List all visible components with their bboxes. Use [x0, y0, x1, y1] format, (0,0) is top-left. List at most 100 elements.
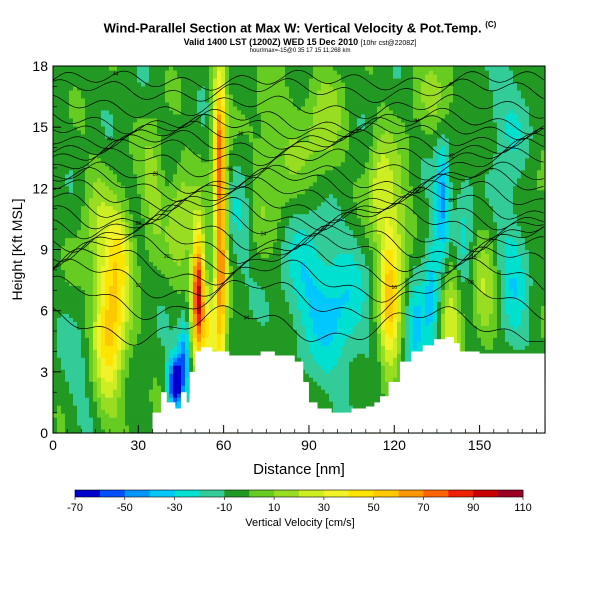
- velocity-cell: [137, 217, 142, 223]
- velocity-cell: [225, 141, 230, 147]
- velocity-cell: [177, 249, 182, 255]
- velocity-cell: [265, 289, 270, 294]
- velocity-cell: [217, 137, 222, 143]
- velocity-cell: [121, 393, 126, 398]
- velocity-cell: [173, 217, 178, 223]
- velocity-cell: [121, 193, 126, 199]
- velocity-cell: [145, 401, 150, 406]
- velocity-cell: [53, 66, 58, 71]
- velocity-cell: [221, 233, 226, 239]
- velocity-cell: [229, 257, 234, 263]
- velocity-cell: [257, 237, 262, 243]
- velocity-cell: [265, 181, 270, 187]
- velocity-cell: [109, 417, 114, 422]
- velocity-cell: [169, 261, 174, 267]
- velocity-cell: [141, 277, 146, 283]
- velocity-cell: [101, 141, 106, 147]
- velocity-cell: [93, 217, 98, 223]
- velocity-cell: [97, 209, 102, 215]
- velocity-cell: [105, 349, 110, 354]
- velocity-cell: [65, 66, 70, 71]
- velocity-cell: [245, 341, 250, 346]
- velocity-cell: [205, 137, 210, 143]
- velocity-cell: [93, 81, 98, 87]
- velocity-cell: [61, 201, 66, 207]
- velocity-cell: [137, 357, 142, 362]
- velocity-cell: [185, 313, 190, 318]
- velocity-cell: [241, 157, 246, 163]
- velocity-cell: [81, 233, 86, 239]
- velocity-cell: [181, 381, 186, 386]
- velocity-cell: [129, 197, 134, 203]
- velocity-cell: [173, 361, 178, 366]
- velocity-cell: [113, 205, 118, 211]
- velocity-cell: [141, 161, 146, 167]
- velocity-cell: [109, 125, 114, 131]
- velocity-cell: [93, 425, 98, 430]
- velocity-cell: [169, 329, 174, 334]
- velocity-cell: [145, 301, 150, 306]
- velocity-cell: [173, 345, 178, 350]
- velocity-cell: [133, 381, 138, 386]
- velocity-cell: [73, 217, 78, 223]
- velocity-cell: [153, 221, 158, 227]
- velocity-cell: [217, 101, 222, 107]
- velocity-cell: [161, 273, 166, 279]
- velocity-cell: [181, 169, 186, 175]
- velocity-cell: [177, 193, 182, 199]
- velocity-cell: [73, 277, 78, 283]
- velocity-cell: [101, 353, 106, 358]
- velocity-cell: [229, 241, 234, 247]
- velocity-cell: [169, 285, 174, 290]
- velocity-cell: [129, 233, 134, 239]
- velocity-cell: [213, 253, 218, 259]
- velocity-cell: [189, 257, 194, 263]
- velocity-cell: [117, 141, 122, 147]
- velocity-cell: [73, 269, 78, 275]
- velocity-cell: [121, 249, 126, 255]
- velocity-cell: [61, 337, 66, 342]
- velocity-cell: [57, 233, 62, 239]
- velocity-cell: [201, 81, 206, 87]
- velocity-cell: [61, 213, 66, 219]
- velocity-cell: [265, 337, 270, 342]
- velocity-cell: [93, 365, 98, 370]
- velocity-cell: [69, 333, 74, 338]
- velocity-cell: [253, 141, 258, 147]
- velocity-cell: [193, 205, 198, 211]
- velocity-cell: [229, 337, 234, 342]
- velocity-cell: [173, 265, 178, 271]
- velocity-cell: [73, 133, 78, 139]
- velocity-cell: [193, 289, 198, 294]
- velocity-cell: [109, 93, 114, 99]
- velocity-cell: [57, 333, 62, 338]
- velocity-cell: [197, 165, 202, 171]
- velocity-cell: [133, 389, 138, 394]
- velocity-cell: [237, 293, 242, 298]
- velocity-cell: [69, 121, 74, 127]
- velocity-cell: [53, 181, 58, 187]
- velocity-cell: [105, 113, 110, 119]
- velocity-cell: [117, 345, 122, 350]
- velocity-cell: [165, 353, 170, 358]
- velocity-cell: [73, 181, 78, 187]
- velocity-cell: [101, 81, 106, 87]
- velocity-cell: [181, 333, 186, 338]
- velocity-cell: [157, 117, 162, 123]
- velocity-cell: [113, 377, 118, 382]
- velocity-cell: [205, 237, 210, 243]
- velocity-cell: [141, 109, 146, 115]
- velocity-cell: [121, 405, 126, 410]
- velocity-cell: [133, 349, 138, 354]
- velocity-cell: [153, 157, 158, 163]
- velocity-cell: [145, 69, 150, 75]
- velocity-cell: [73, 393, 78, 398]
- velocity-cell: [65, 405, 70, 410]
- velocity-cell: [197, 233, 202, 239]
- velocity-cell: [89, 429, 94, 434]
- velocity-cell: [113, 397, 118, 402]
- velocity-cell: [109, 233, 114, 239]
- velocity-cell: [101, 213, 106, 219]
- velocity-cell: [133, 241, 138, 247]
- velocity-cell: [129, 189, 134, 195]
